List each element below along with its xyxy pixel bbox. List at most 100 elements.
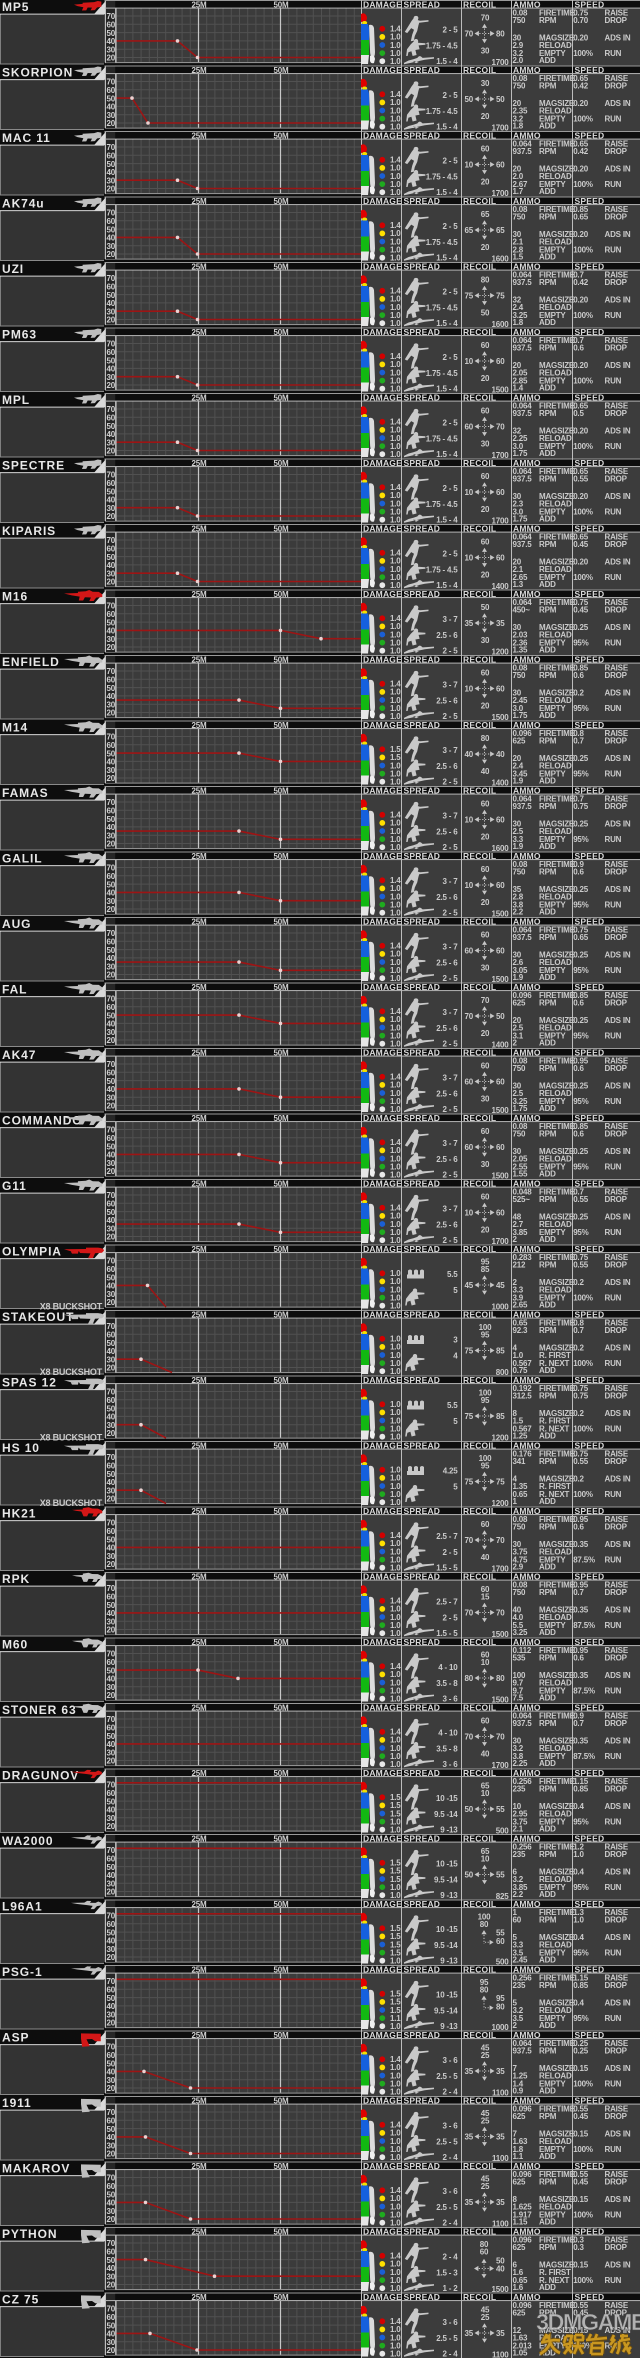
svg-text:1500: 1500 [492, 910, 510, 919]
svg-text:35: 35 [465, 2329, 474, 2338]
svg-text:1.0: 1.0 [390, 2268, 401, 2277]
svg-text:10 -15: 10 -15 [436, 1794, 458, 1803]
svg-text:100%: 100% [573, 2079, 593, 2088]
svg-text:1.0: 1.0 [390, 1466, 401, 1475]
svg-text:1.0: 1.0 [390, 237, 401, 246]
svg-text:EMPTY: EMPTY [539, 180, 566, 189]
svg-text:RELOAD: RELOAD [539, 1548, 572, 1557]
svg-text:1.4: 1.4 [390, 1597, 401, 1606]
svg-text:1.4: 1.4 [390, 483, 401, 492]
svg-text:1.0: 1.0 [390, 49, 401, 58]
svg-text:3.1: 3.1 [513, 1031, 524, 1040]
svg-text:750: 750 [513, 867, 526, 876]
svg-text:20: 20 [513, 558, 522, 567]
svg-text:0.55: 0.55 [573, 474, 589, 483]
svg-text:3 - 7: 3 - 7 [442, 943, 458, 952]
svg-text:750: 750 [513, 81, 526, 90]
svg-text:1.0: 1.0 [390, 2088, 401, 2097]
svg-text:35: 35 [465, 619, 474, 628]
svg-text:7: 7 [513, 2130, 518, 2139]
svg-text:1.0: 1.0 [390, 1539, 401, 1548]
svg-text:100%: 100% [573, 1490, 593, 1499]
svg-text:STONER 63: STONER 63 [2, 1703, 77, 1717]
svg-text:4.25: 4.25 [443, 1467, 459, 1476]
svg-text:1500: 1500 [492, 2285, 510, 2294]
svg-text:0.25: 0.25 [573, 1147, 589, 1156]
svg-text:60: 60 [465, 1143, 474, 1152]
svg-text:95%: 95% [573, 966, 588, 975]
svg-text:65: 65 [465, 226, 474, 235]
svg-text:0.08: 0.08 [513, 1122, 529, 1131]
svg-text:50: 50 [465, 1871, 474, 1880]
svg-text:AK47: AK47 [2, 1048, 36, 1062]
svg-text:10: 10 [465, 488, 474, 497]
svg-text:3.9: 3.9 [513, 1293, 524, 1302]
svg-text:2.5 - 6: 2.5 - 6 [436, 1024, 458, 1033]
svg-text:1.0: 1.0 [390, 1474, 401, 1483]
svg-text:DRAGUNOV: DRAGUNOV [2, 1768, 79, 1782]
svg-text:937.5: 937.5 [513, 278, 533, 287]
svg-text:937.5: 937.5 [513, 802, 533, 811]
svg-text:0.65: 0.65 [573, 139, 589, 148]
svg-text:0.6: 0.6 [573, 343, 584, 352]
svg-text:1.5 - 3: 1.5 - 3 [436, 2268, 458, 2277]
svg-text:2.8: 2.8 [513, 893, 524, 902]
svg-text:2.25: 2.25 [513, 1759, 529, 1768]
svg-text:1.5: 1.5 [390, 1859, 401, 1868]
svg-text:1.0: 1.0 [390, 819, 401, 828]
svg-text:20: 20 [481, 570, 490, 579]
svg-text:1.0: 1.0 [390, 2145, 401, 2154]
svg-text:9.5 -14: 9.5 -14 [434, 1875, 458, 1884]
svg-text:20: 20 [513, 361, 522, 370]
svg-text:20: 20 [481, 832, 490, 841]
svg-text:1.0: 1.0 [390, 2219, 401, 2228]
svg-text:750: 750 [513, 1129, 526, 1138]
svg-text:235: 235 [513, 1784, 526, 1793]
svg-text:9 -13: 9 -13 [440, 1957, 458, 1966]
svg-text:M16: M16 [2, 589, 28, 603]
svg-text:1.4: 1.4 [390, 156, 401, 165]
svg-text:0.25: 0.25 [573, 623, 589, 632]
svg-text:1.4: 1.4 [390, 2317, 401, 2326]
svg-text:9 -13: 9 -13 [440, 1891, 458, 1900]
svg-text:20: 20 [481, 1225, 490, 1234]
svg-text:1.4: 1.4 [390, 876, 401, 885]
svg-text:7: 7 [513, 2064, 518, 2073]
svg-text:1.0: 1.0 [390, 1613, 401, 1622]
svg-text:95%: 95% [573, 1883, 588, 1892]
svg-text:5: 5 [453, 1417, 458, 1426]
svg-text:0.75: 0.75 [573, 598, 589, 607]
svg-text:937.5: 937.5 [513, 343, 533, 352]
svg-text:0.42: 0.42 [573, 147, 589, 156]
svg-text:1.0: 1.0 [390, 884, 401, 893]
svg-text:625: 625 [513, 2308, 526, 2317]
svg-text:10: 10 [465, 685, 474, 694]
svg-text:EMPTY: EMPTY [539, 1031, 566, 1040]
svg-text:1.0: 1.0 [390, 1416, 401, 1425]
svg-text:5.5: 5.5 [447, 1401, 458, 1410]
svg-text:1.5 - 4: 1.5 - 4 [436, 57, 458, 66]
svg-text:EMPTY: EMPTY [539, 1621, 566, 1630]
svg-text:60: 60 [496, 1209, 505, 1218]
svg-text:1.35: 1.35 [513, 646, 529, 655]
svg-text:1.0: 1.0 [390, 909, 401, 918]
svg-text:1.0: 1.0 [390, 2260, 401, 2269]
svg-text:0.20: 0.20 [573, 230, 589, 239]
svg-text:0.096: 0.096 [513, 2301, 533, 2310]
svg-text:3.3: 3.3 [513, 1941, 524, 1950]
svg-text:1.0: 1.0 [390, 1293, 401, 1302]
svg-text:1.4: 1.4 [390, 680, 401, 689]
svg-text:1.4: 1.4 [390, 2186, 401, 2195]
svg-text:1.0: 1.0 [390, 180, 401, 189]
svg-text:1.5 - 4: 1.5 - 4 [436, 123, 458, 132]
svg-text:50: 50 [465, 1805, 474, 1814]
svg-text:1.0: 1.0 [390, 622, 401, 631]
svg-text:0.9: 0.9 [573, 860, 584, 869]
svg-text:75: 75 [465, 1478, 474, 1487]
svg-text:2 - 5: 2 - 5 [442, 1236, 458, 1245]
svg-text:40: 40 [513, 1606, 522, 1615]
svg-text:1.0: 1.0 [390, 1351, 401, 1360]
svg-text:1.0: 1.0 [390, 827, 401, 836]
svg-text:AK74u: AK74u [2, 196, 45, 210]
svg-text:45: 45 [481, 2175, 490, 2184]
